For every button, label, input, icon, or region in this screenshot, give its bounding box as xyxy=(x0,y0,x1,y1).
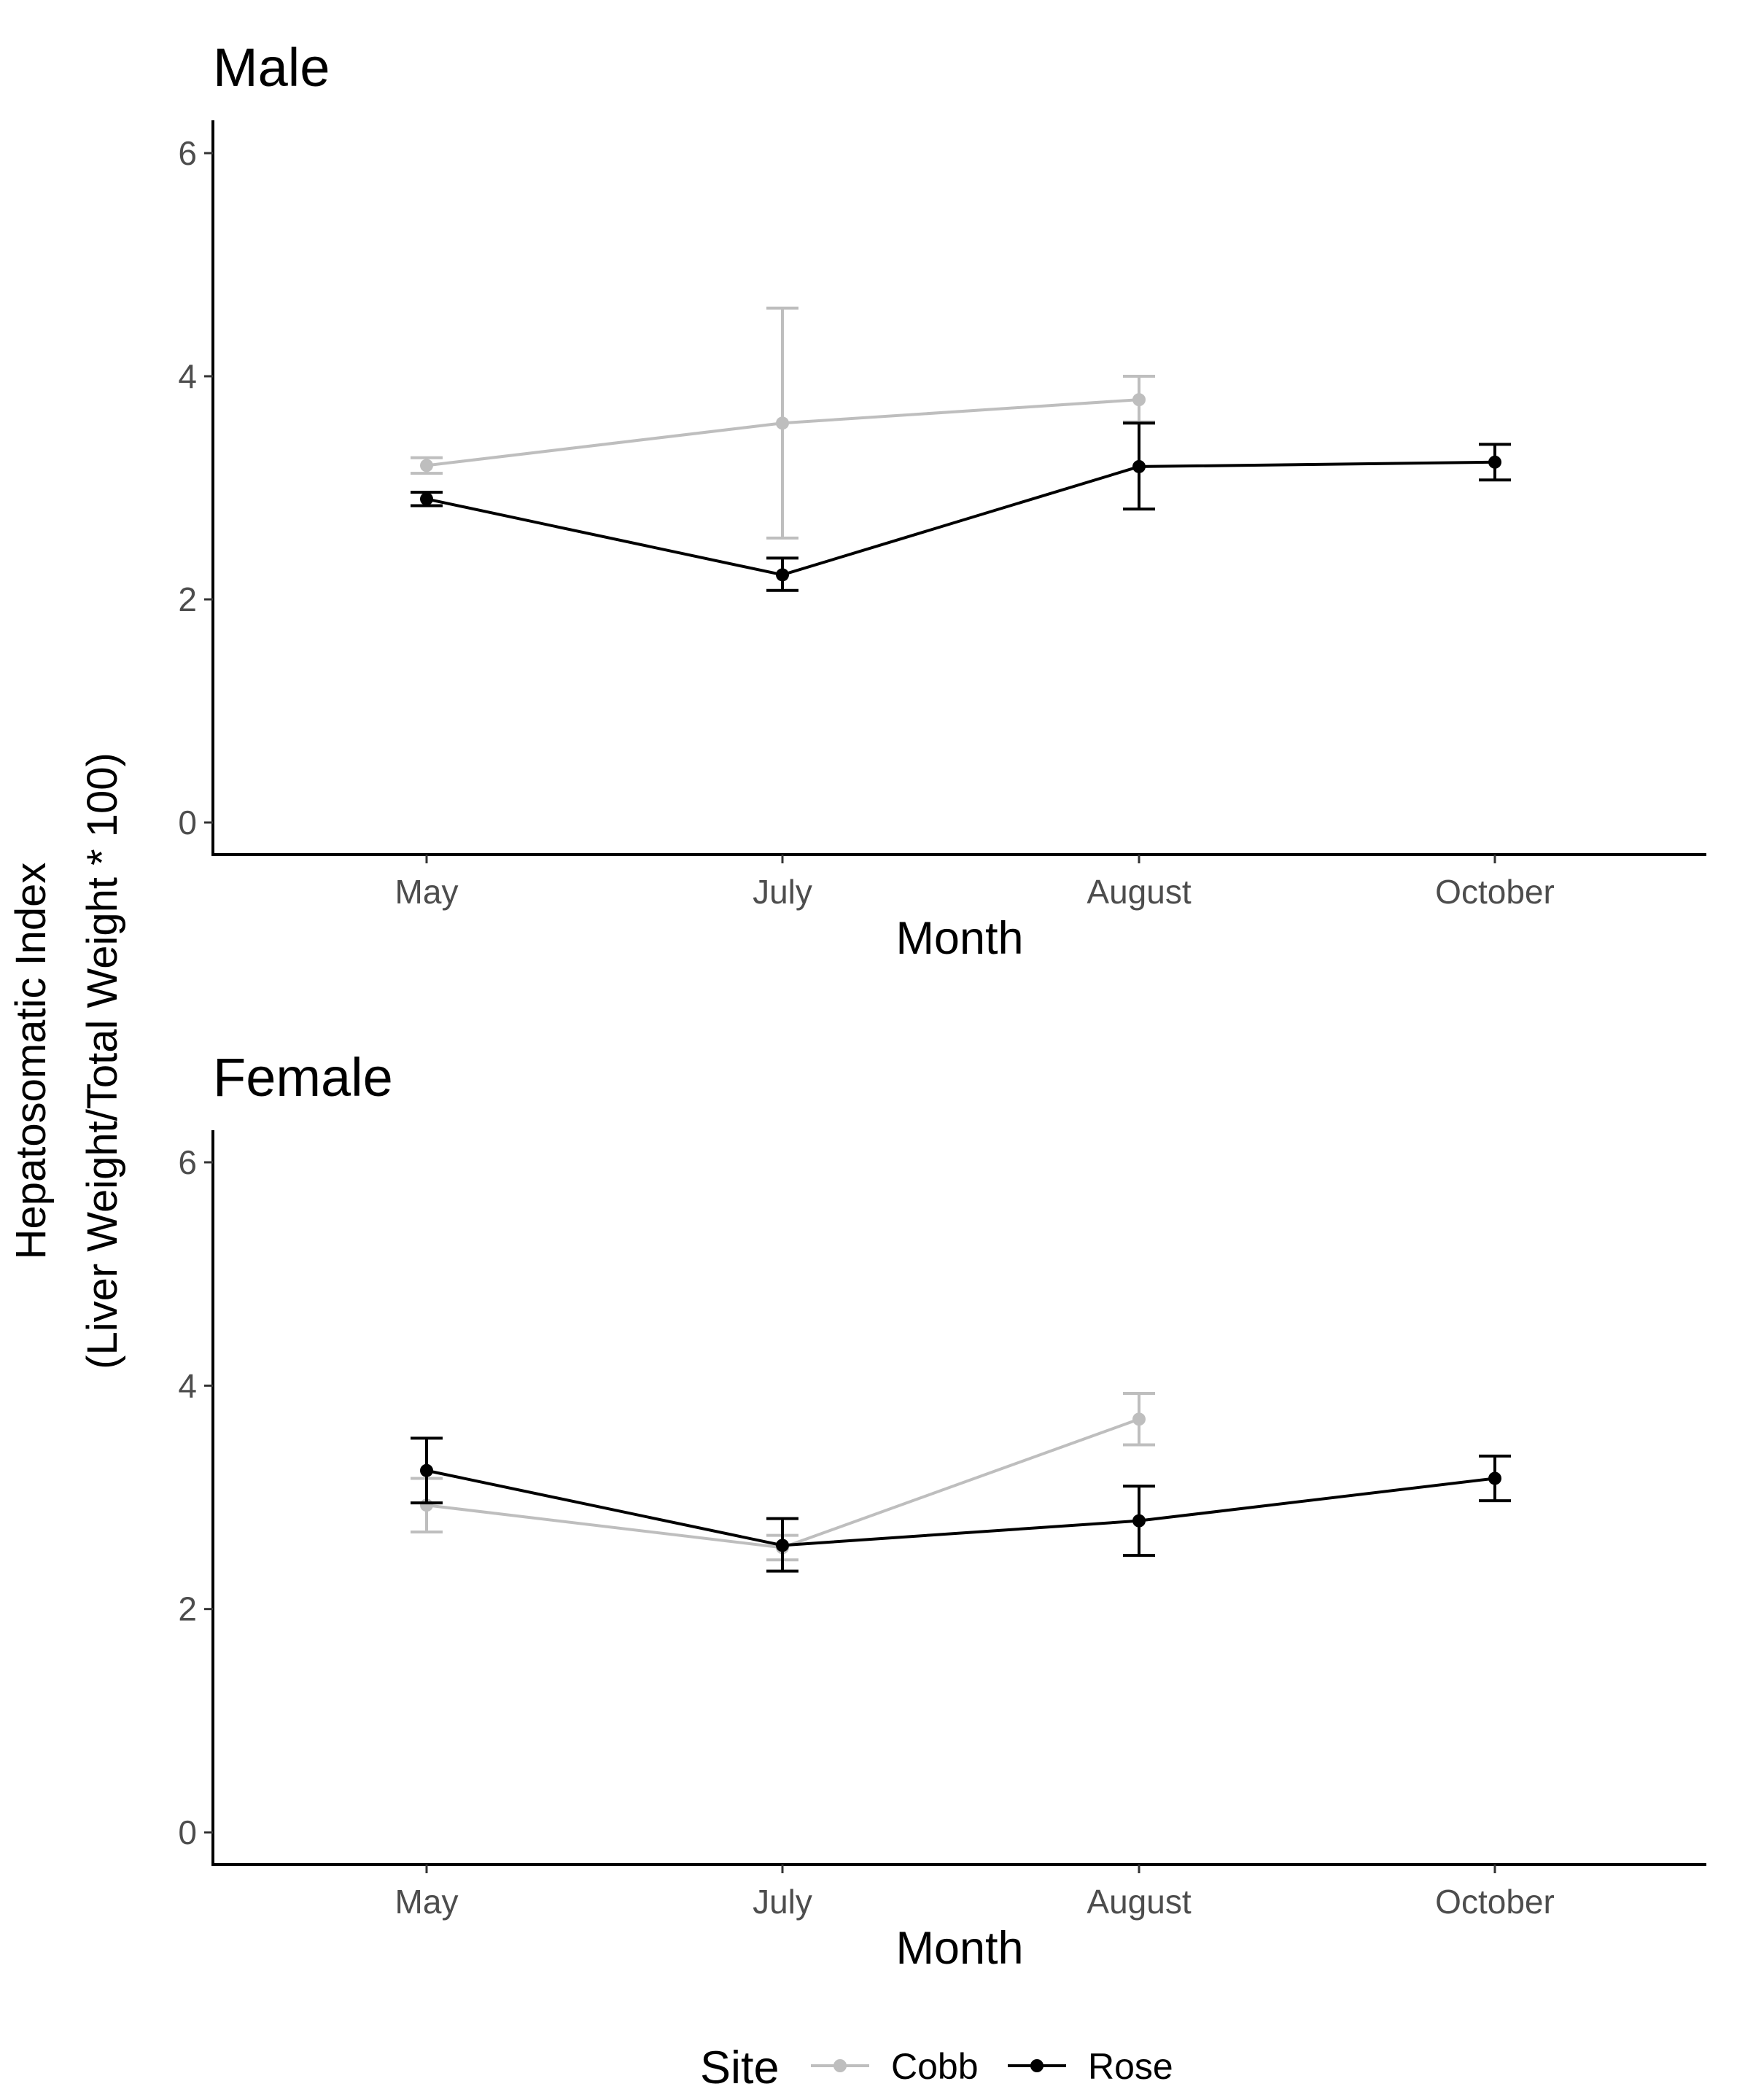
legend-label-cobb: Cobb xyxy=(891,2046,979,2087)
x-tick-label: July xyxy=(753,1883,812,1921)
data-point-cobb xyxy=(420,459,433,472)
x-tick-label: August xyxy=(1087,873,1191,911)
data-point-rose xyxy=(420,1463,433,1477)
y-tick-label: 6 xyxy=(178,1143,197,1181)
legend-key-rose-point xyxy=(1030,2059,1043,2072)
y-tick-label: 2 xyxy=(178,1590,197,1628)
data-point-rose xyxy=(1488,1471,1501,1485)
data-point-rose xyxy=(420,492,433,506)
x-tick-label: July xyxy=(753,873,812,911)
legend-key-cobb-point xyxy=(833,2059,847,2072)
data-point-rose xyxy=(1488,455,1501,469)
legend-title: Site xyxy=(700,2042,780,2093)
y-tick-label: 0 xyxy=(178,1813,197,1851)
x-axis-title: Month xyxy=(895,913,1023,964)
y-tick-label: 0 xyxy=(178,804,197,841)
y-tick-label: 4 xyxy=(178,357,197,395)
x-axis-title: Month xyxy=(895,1923,1023,1974)
data-point-cobb xyxy=(1132,393,1146,407)
x-tick-label: May xyxy=(395,873,459,911)
data-point-rose xyxy=(1132,1514,1146,1528)
data-point-rose xyxy=(776,568,789,582)
data-point-cobb xyxy=(776,416,789,430)
x-tick-label: October xyxy=(1435,873,1555,911)
panel-male: Male 0 2 4 6 May July August October Month xyxy=(178,37,1706,964)
series-rose xyxy=(411,1436,1511,1573)
data-point-rose xyxy=(1132,459,1146,473)
data-point-cobb xyxy=(1132,1412,1146,1426)
y-tick-label: 4 xyxy=(178,1366,197,1404)
x-tick-label: May xyxy=(395,1883,459,1921)
legend: Site Cobb Rose xyxy=(700,2042,1173,2093)
panels: Male 0 2 4 6 May July August October Month Female 0… xyxy=(178,37,1706,1974)
panel-female: Female 0 2 4 6 May July August October Month xyxy=(178,1047,1706,1974)
x-tick-label: August xyxy=(1087,1883,1191,1921)
series-rose xyxy=(411,421,1511,592)
legend-item-rose: Rose xyxy=(1008,2046,1173,2087)
legend-label-rose: Rose xyxy=(1088,2046,1173,2087)
series-line-rose xyxy=(426,1469,1496,1547)
y-tick-label: 6 xyxy=(178,134,197,172)
y-tick-label: 2 xyxy=(178,580,197,618)
y-axis-title-line2: (Liver Weight/Total Weight * 100) xyxy=(79,752,126,1369)
series-line-rose xyxy=(426,460,1496,577)
x-tick-label: October xyxy=(1435,1883,1555,1921)
y-axis-title-line1: Hepatosomatic Index xyxy=(7,863,55,1260)
panel-title-female: Female xyxy=(213,1047,393,1108)
panel-title-male: Male xyxy=(213,37,330,98)
data-point-rose xyxy=(776,1539,789,1552)
legend-item-cobb: Cobb xyxy=(811,2046,979,2087)
